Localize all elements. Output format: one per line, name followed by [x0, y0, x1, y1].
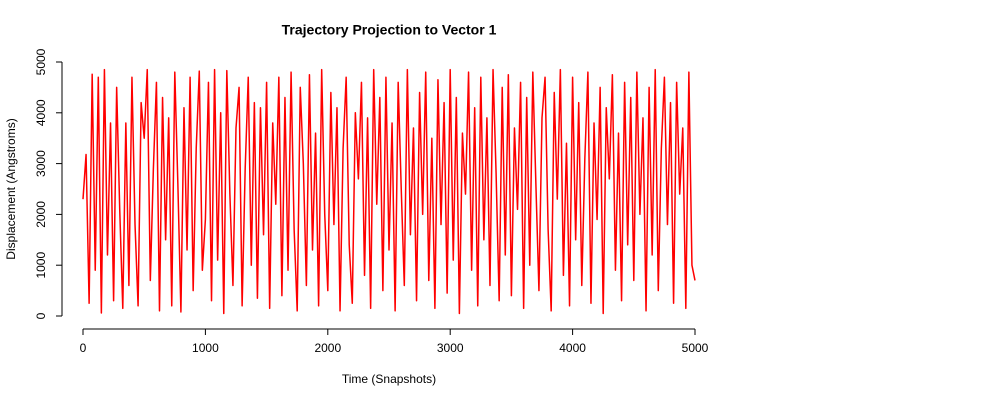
- x-tick-label: 4000: [559, 341, 586, 355]
- x-tick-label: 5000: [682, 341, 709, 355]
- data-line: [82, 68, 696, 315]
- chart-title: Trajectory Projection to Vector 1: [282, 22, 497, 38]
- y-tick-label: 0: [34, 312, 48, 319]
- y-tick-label: 5000: [34, 48, 48, 75]
- x-tick-label: 0: [80, 341, 87, 355]
- x-tick-label: 3000: [437, 341, 464, 355]
- x-tick-label: 1000: [192, 341, 219, 355]
- x-tick-label: 2000: [314, 341, 341, 355]
- x-axis-label: Time (Snapshots): [342, 372, 436, 386]
- y-tick-label: 1000: [34, 252, 48, 279]
- y-axis-label: Displacement (Angstroms): [4, 118, 18, 259]
- y-tick-label: 2000: [34, 201, 48, 228]
- y-tick-label: 3000: [34, 150, 48, 177]
- y-tick-label: 4000: [34, 99, 48, 126]
